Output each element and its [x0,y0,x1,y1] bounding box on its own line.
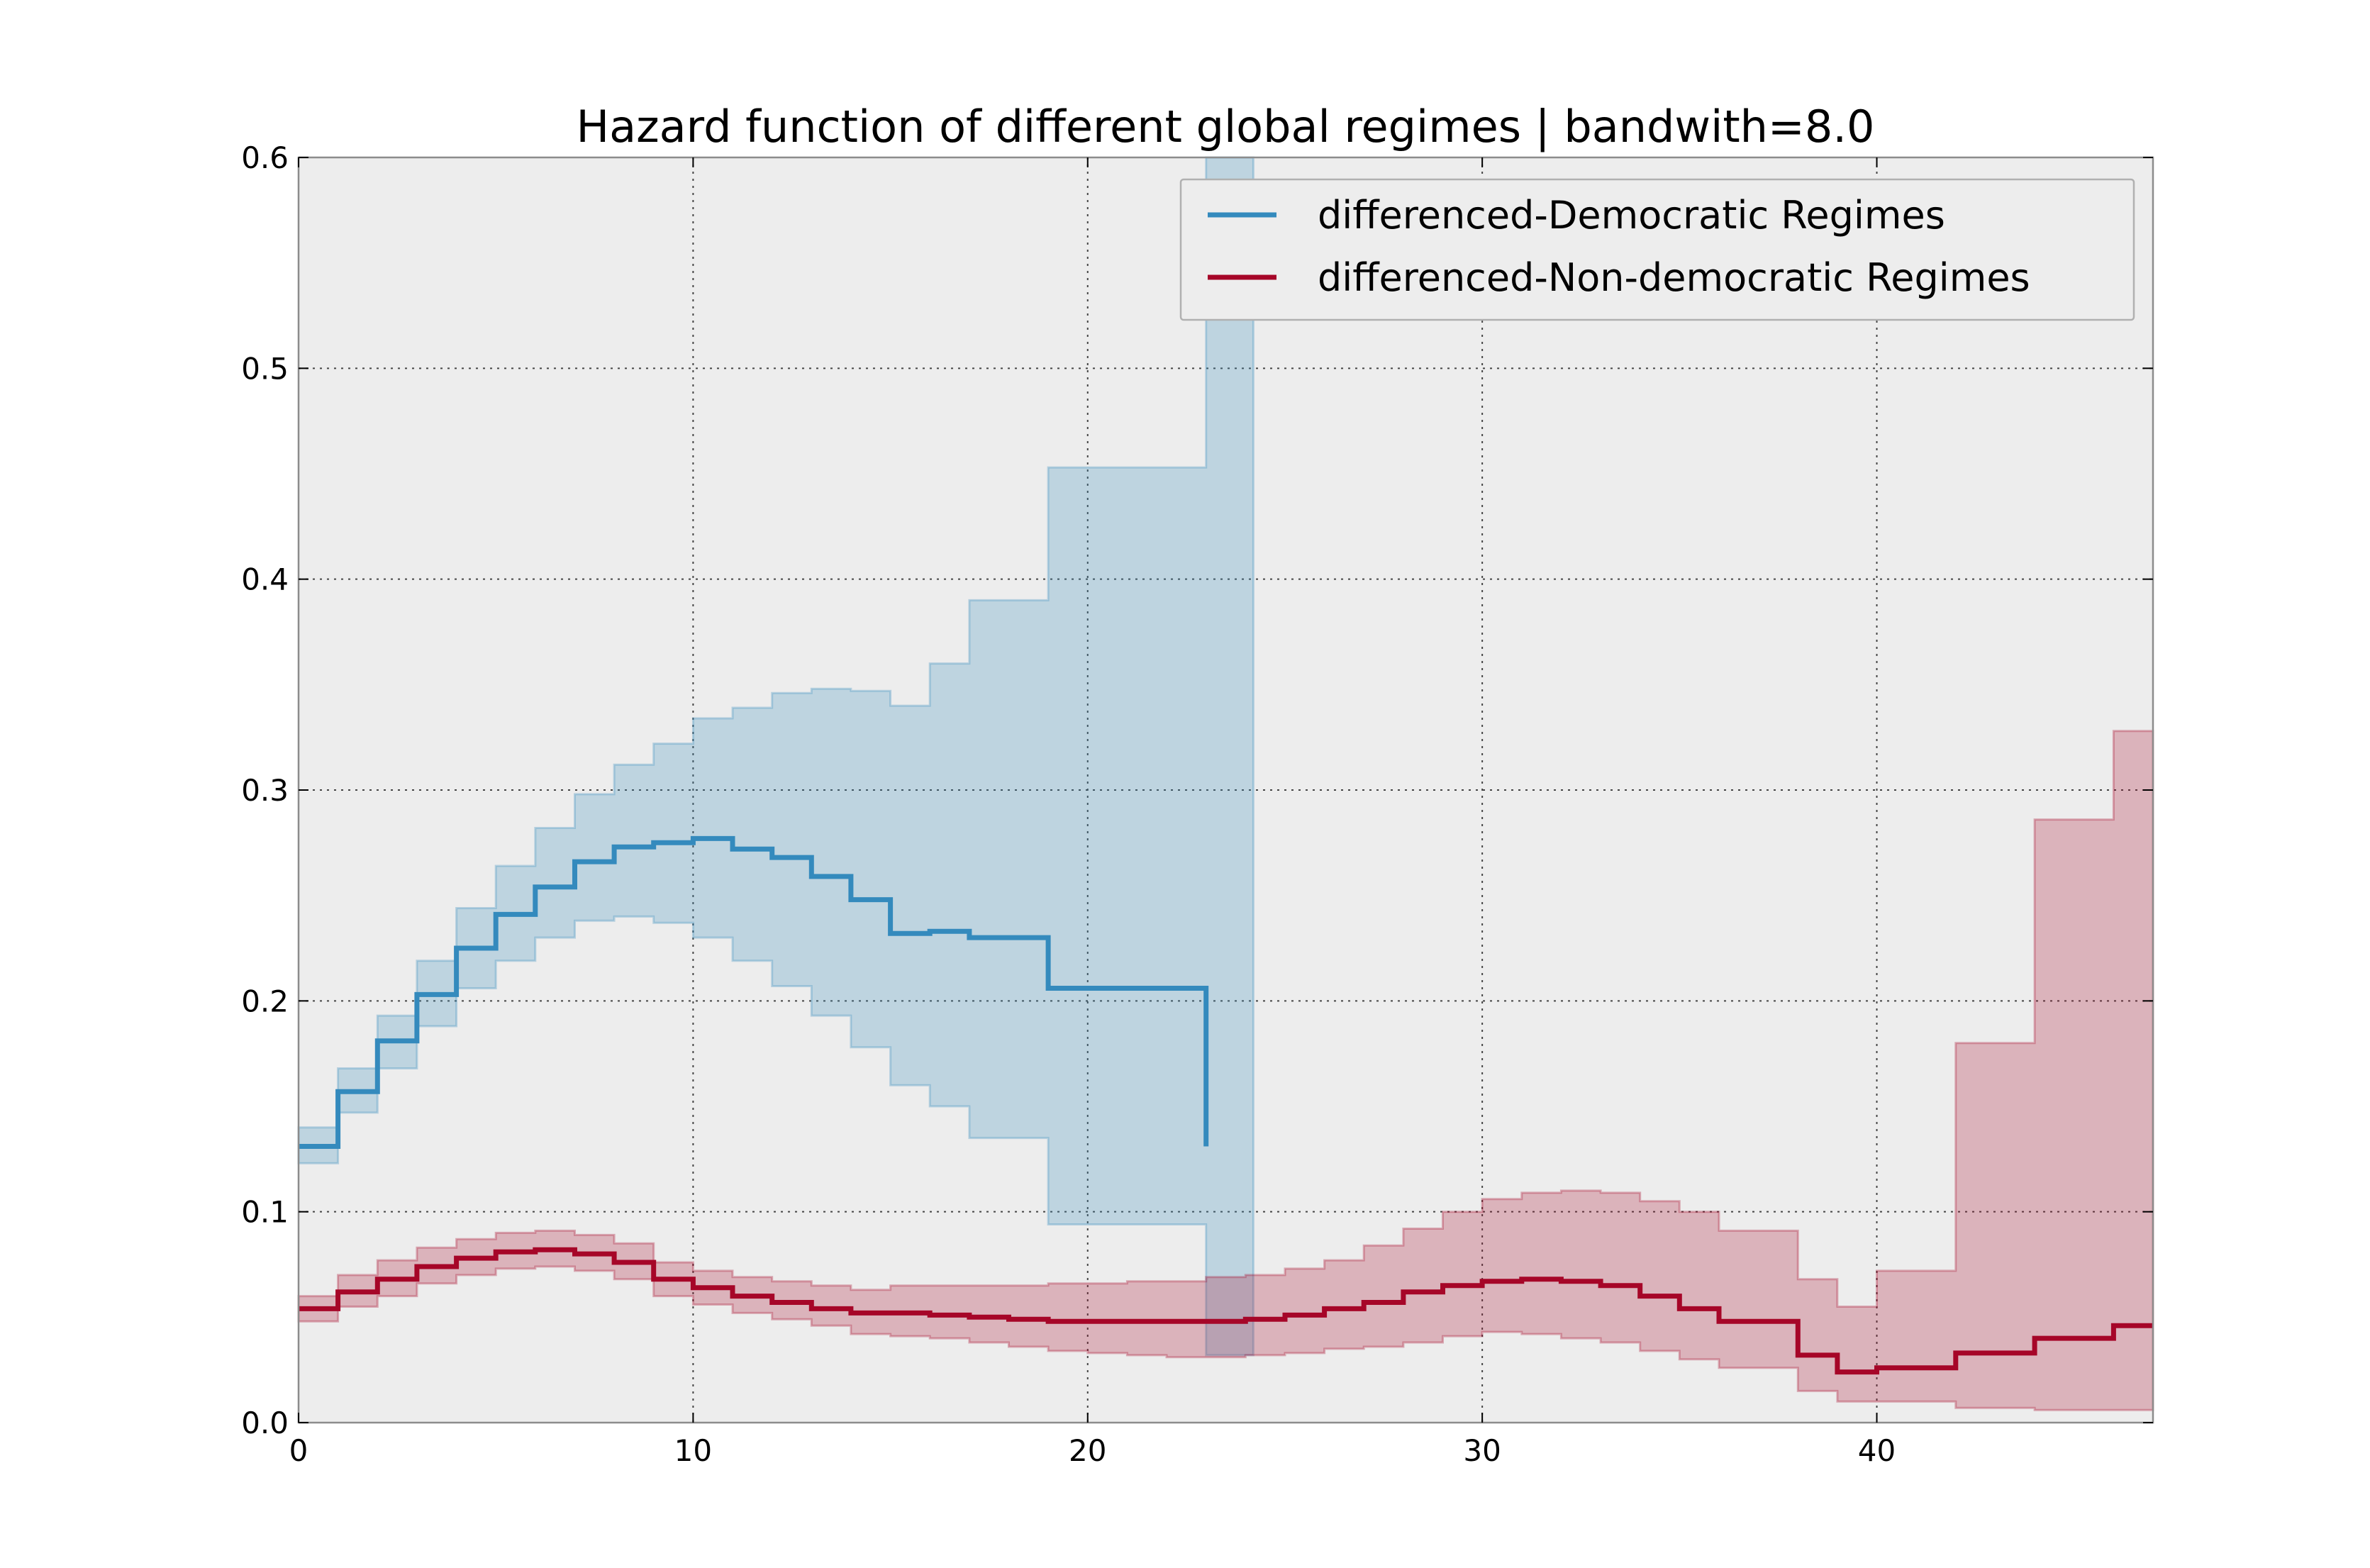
legend-label-democratic: differenced-Democratic Regimes [1318,193,1945,238]
chart-title: Hazard function of different global regi… [577,101,1875,153]
confidence-bands [297,156,2154,1411]
confidence-band-democratic [297,156,1254,1357]
plot-background [299,157,2153,1423]
grid-lines [299,157,2153,1423]
y-tick-label: 0.3 [241,773,289,808]
y-tick-label: 0.1 [241,1195,289,1230]
y-tick-label: 0.2 [241,984,289,1018]
hazard-line-non-democratic [299,1247,2153,1375]
hazard-lines [299,835,2153,1375]
legend-box [1179,178,2135,321]
legend-label-non-democratic: differenced-Non-democratic Regimes [1318,255,2030,300]
hazard-line-democratic [299,835,1209,1149]
x-tick-label: 30 [1463,1433,1501,1468]
axis-ticks: 0 10 20 30 40 0.0 0.1 0.2 0.3 0.4 0.5 0.6 [241,140,2153,1468]
x-tick-label: 20 [1069,1433,1106,1468]
confidence-band-non-democratic [297,730,2154,1411]
y-tick-label: 0.5 [241,351,289,386]
y-tick-label: 0.4 [241,562,289,597]
y-tick-label: 0.6 [241,140,289,175]
x-tick-label: 10 [674,1433,712,1468]
x-tick-label: 40 [1858,1433,1896,1468]
legend: differenced-Democratic Regimes differenc… [1179,178,2135,321]
y-tick-label: 0.0 [241,1406,289,1440]
x-tick-label: 0 [289,1433,308,1468]
